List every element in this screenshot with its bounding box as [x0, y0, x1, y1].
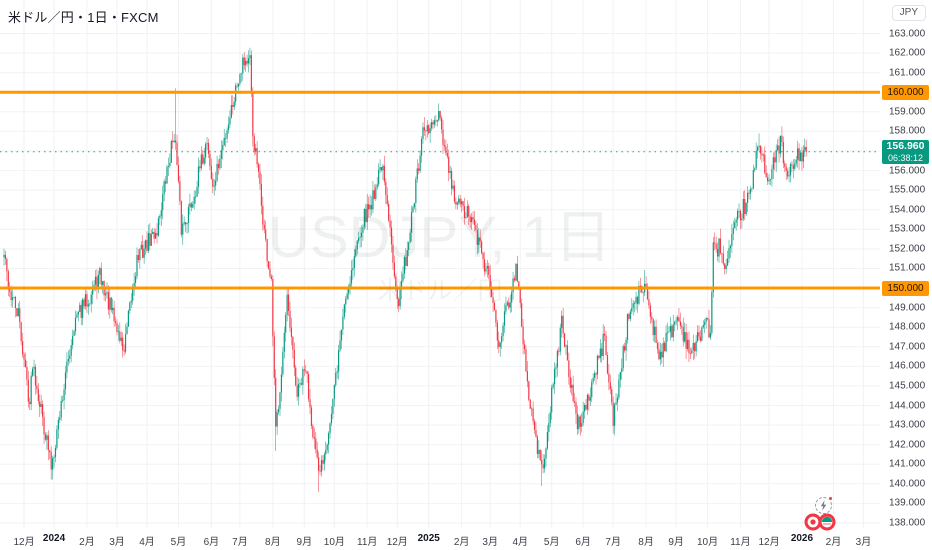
price-axis-label: 140.000: [889, 478, 926, 490]
notification-red-dot: [828, 496, 833, 501]
time-axis-label: 7月: [605, 537, 621, 548]
time-axis-label: 11月: [357, 537, 378, 548]
horizontal-line-price-badge-150[interactable]: 150.000: [882, 280, 929, 296]
price-axis-label: 151.000: [889, 262, 926, 274]
price-axis-label: 147.000: [889, 341, 926, 353]
symbol-title[interactable]: 米ドル／円・1日・FXCM: [8, 10, 159, 25]
time-axis-label: 2月: [453, 537, 470, 548]
time-axis-label: 5月: [543, 537, 560, 548]
price-axis-label: 162.000: [889, 47, 926, 59]
horizontal-line-price-badge-160[interactable]: 160.000: [882, 84, 929, 100]
time-axis-label: 10月: [323, 537, 345, 548]
flash-circle-outline: [815, 497, 832, 514]
price-axis-label: 141.000: [889, 458, 926, 470]
time-axis-label: 2月: [825, 537, 842, 548]
price-axis-label: 153.000: [889, 223, 926, 235]
chart-events-cluster: [804, 496, 846, 533]
price-axis[interactable]: JPY 163.000 162.000 161.000 160.000 159.000 1…: [880, 0, 932, 529]
time-axis-label: 6月: [203, 537, 220, 548]
price-axis-label: 149.000: [889, 302, 926, 314]
price-axis-label: 154.000: [889, 204, 926, 216]
price-axis-label: 139.000: [889, 497, 926, 509]
time-axis-label: 8月: [638, 537, 654, 548]
bar-countdown-timer: 06:38:12: [887, 152, 924, 163]
time-axis-label: 2026: [790, 533, 814, 544]
flash-events-icon[interactable]: [815, 496, 833, 514]
price-axis-label: 144.000: [889, 400, 926, 412]
time-axis-label: 2024: [42, 533, 66, 544]
time-axis-label: 2025: [417, 533, 440, 544]
price-axis-label: 138.000: [889, 517, 926, 529]
time-axis-label: 12月: [386, 537, 408, 548]
price-axis-label: 163.000: [889, 28, 926, 39]
price-axis-label: 142.000: [889, 439, 926, 451]
time-axis-label: 11月: [730, 537, 751, 548]
time-axis-label: 8月: [265, 537, 281, 548]
price-axis-label: 161.000: [889, 67, 926, 79]
economic-event-icon-record[interactable]: [804, 513, 822, 531]
time-axis-label: 5月: [170, 537, 187, 548]
time-axis-label: 2月: [79, 537, 95, 548]
economic-event-icon-flag[interactable]: [818, 513, 836, 531]
time-axis-label: 12月: [758, 537, 780, 548]
price-axis-label: 152.000: [889, 243, 926, 255]
time-axis[interactable]: 12月 2024 2月 3月 4月 5月 6月 7月 8月 9月 10月 11月 12月 2025 2月 3月…: [0, 528, 932, 550]
time-axis-label: 7月: [232, 537, 248, 548]
price-axis-label: 146.000: [889, 360, 926, 372]
price-axis-label: 155.000: [889, 184, 926, 196]
time-axis-label: 10月: [696, 537, 719, 548]
lightning-bolt-icon: [820, 500, 827, 511]
price-axis-label: 159.000: [889, 106, 926, 118]
time-axis-label: 9月: [668, 537, 684, 548]
time-axis-label: 3月: [482, 537, 498, 548]
time-axis-label: 3月: [855, 537, 872, 548]
last-price-badge[interactable]: 156.960 06:38:12: [882, 139, 929, 164]
time-axis-label: 12月: [13, 537, 35, 548]
price-axis-label: 148.000: [889, 321, 926, 333]
price-axis-label: 145.000: [889, 380, 926, 392]
time-axis-label: 9月: [296, 537, 313, 548]
price-axis-label: 143.000: [889, 419, 926, 431]
last-price-value: 156.960: [886, 139, 925, 152]
price-axis-label: 156.000: [889, 165, 926, 177]
time-axis-label: 3月: [109, 537, 125, 548]
currency-unit-button[interactable]: JPY: [891, 5, 926, 21]
time-axis-label: 4月: [139, 537, 155, 548]
price-axis-label: 158.000: [889, 125, 926, 137]
time-axis-label: 4月: [512, 537, 528, 548]
time-axis-label: 6月: [575, 537, 591, 548]
